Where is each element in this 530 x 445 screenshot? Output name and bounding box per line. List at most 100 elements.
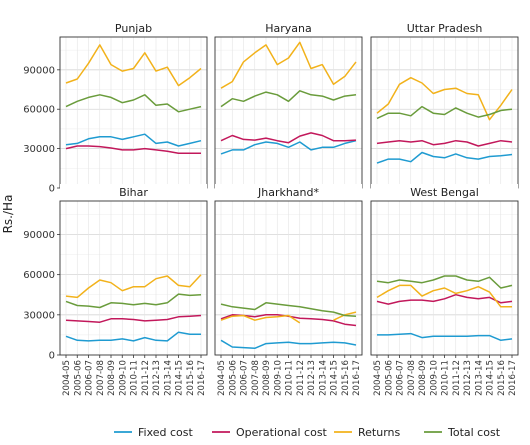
- x-tick-label: 2007-08: [407, 360, 417, 396]
- x-tick-label: 2006-07: [240, 360, 250, 396]
- x-tick-label: 2009-10: [429, 360, 439, 396]
- panel-uttar-pradesh: Uttar Pradesh: [370, 20, 519, 189]
- series-line-fixed-cost: [65, 331, 201, 342]
- x-tick-label: 2004-05: [62, 360, 72, 396]
- x-tick-label: 2005-06: [73, 360, 83, 396]
- series-line-returns: [376, 76, 513, 121]
- panel-header: [371, 20, 518, 37]
- x-tick-label: 2008-09: [107, 360, 117, 396]
- panel-title: Jharkhand*: [257, 186, 320, 199]
- x-tick-label: 2010-11: [130, 360, 140, 396]
- legend-item-operational-cost: Operational cost: [212, 426, 328, 439]
- series-line-returns: [65, 274, 202, 299]
- x-tick-label: 2005-06: [228, 360, 238, 396]
- series-line-total-cost: [220, 90, 357, 108]
- panel-header: [60, 184, 207, 201]
- panel-bihar: Bihar 0 30000 60000 90000 2004-05 2005-06 2006-…: [23, 184, 208, 396]
- x-tick-label: 2010-11: [285, 360, 295, 396]
- x-tick-label: 2015-16: [341, 360, 351, 396]
- x-tick-label: 2006-07: [85, 360, 95, 396]
- x-tick-label: 2009-10: [273, 360, 283, 396]
- series-line-total-cost: [376, 275, 513, 289]
- y-tick-label: 60000: [23, 270, 55, 281]
- legend-item-total-cost: Total cost: [424, 426, 501, 439]
- y-tick-label: 90000: [23, 230, 55, 241]
- series-line-total-cost: [65, 94, 202, 113]
- x-tick-label: 2010-11: [441, 360, 451, 396]
- x-tick-label: 2004-05: [217, 360, 227, 396]
- y-tick-label: 30000: [23, 310, 55, 321]
- legend: Fixed cost Operational cost Returns Total c…: [114, 426, 501, 439]
- x-tick-label: 2014-15: [486, 360, 496, 396]
- series-line-operational-cost: [220, 132, 357, 144]
- panel-title: Bihar: [119, 186, 148, 199]
- x-tick-label: 2016-17: [508, 360, 518, 396]
- x-tick-label: 2005-06: [384, 360, 394, 396]
- legend-item-returns: Returns: [334, 426, 401, 439]
- panel-title: West Bengal: [410, 186, 479, 199]
- panel-punjab: Punjab 0 30000 60000 90000: [23, 20, 208, 195]
- x-tick-label: 2013-14: [474, 360, 484, 396]
- series-line-returns: [220, 314, 301, 324]
- panel-jharkhand: Jharkhand*2004-05 2005-06 2006-07 2007-08 20…: [214, 184, 363, 396]
- series-line-fixed-cost: [376, 151, 513, 164]
- x-tick-label: 2012-13: [152, 360, 162, 396]
- x-tick-label: 2011-12: [141, 360, 151, 396]
- x-tick-label: 2011-12: [296, 360, 306, 396]
- series-line-total-cost: [65, 293, 202, 309]
- x-tick-label: 2011-12: [452, 360, 462, 396]
- panel-title: Haryana: [265, 22, 312, 35]
- x-tick-label: 2004-05: [373, 360, 383, 396]
- panel-title: Punjab: [115, 22, 152, 35]
- series-line-total-cost: [376, 105, 513, 120]
- legend-label: Returns: [358, 426, 401, 439]
- x-tick-label: 2008-09: [418, 360, 428, 396]
- series-line-total-cost: [220, 302, 357, 317]
- legend-label: Operational cost: [236, 426, 328, 439]
- x-tick-label: 2015-16: [186, 360, 196, 396]
- series-line-operational-cost: [65, 314, 202, 323]
- series-line-operational-cost: [376, 293, 513, 305]
- series-line-fixed-cost: [377, 332, 513, 342]
- legend-label: Fixed cost: [138, 426, 194, 439]
- y-tick-label: 90000: [23, 65, 55, 76]
- x-tick-label: 2007-08: [251, 360, 261, 396]
- x-tick-label: 2007-08: [96, 360, 106, 396]
- panel-header: [371, 184, 518, 201]
- series-line-fixed-cost: [220, 139, 357, 155]
- panel-title: Uttar Pradesh: [407, 22, 483, 35]
- series-line-returns: [220, 41, 357, 89]
- series-line-returns: [376, 284, 512, 308]
- x-tick-label: 2014-15: [175, 360, 185, 396]
- y-axis-label: Rs./Ha: [1, 195, 15, 234]
- x-tick-label: 2012-13: [463, 360, 473, 396]
- y-tick-label: 0: [49, 184, 55, 195]
- y-tick-label: 0: [49, 351, 55, 362]
- series-line-fixed-cost: [220, 339, 357, 350]
- series-line-returns: [65, 44, 202, 87]
- y-tick-label: 30000: [23, 144, 55, 155]
- panel-header: [215, 20, 362, 37]
- x-tick-label: 2012-13: [307, 360, 317, 396]
- legend-item-fixed-cost: Fixed cost: [114, 426, 194, 439]
- series-line-operational-cost: [65, 145, 201, 154]
- x-tick-label: 2009-10: [118, 360, 128, 396]
- panel-header: [60, 20, 207, 37]
- panel-haryana: Haryana: [214, 20, 363, 189]
- series-line-fixed-cost: [65, 133, 202, 147]
- x-tick-label: 2015-16: [497, 360, 507, 396]
- x-tick-label: 2006-07: [396, 360, 406, 396]
- x-tick-label: 2008-09: [262, 360, 272, 396]
- x-tick-label: 2016-17: [197, 360, 207, 396]
- x-tick-label: 2013-14: [318, 360, 328, 396]
- panel-header: [215, 184, 362, 201]
- panels-group: Punjab 0 30000 60000 90000 Haryana Uttar Prade…: [23, 20, 519, 396]
- x-tick-label: 2014-15: [330, 360, 340, 396]
- legend-label: Total cost: [447, 426, 501, 439]
- series-line-operational-cost: [376, 139, 513, 147]
- x-tick-label: 2013-14: [163, 360, 173, 396]
- y-tick-label: 60000: [23, 105, 55, 116]
- x-tick-label: 2016-17: [352, 360, 362, 396]
